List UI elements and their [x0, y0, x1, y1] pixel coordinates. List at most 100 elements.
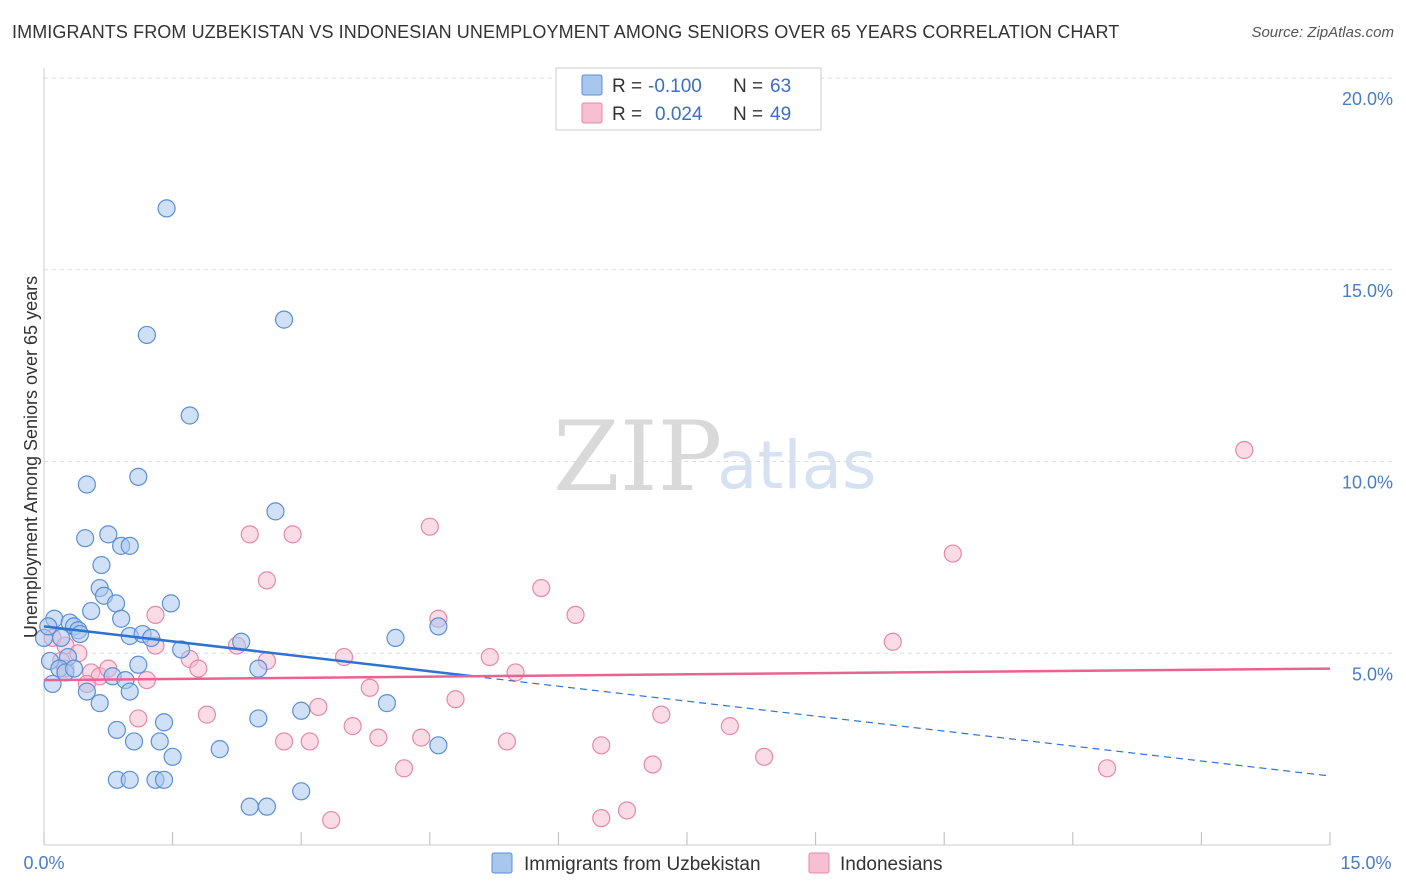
point-indonesian-4 [943, 544, 962, 563]
point-uzbekistan-8 [99, 525, 118, 544]
point-uzbekistan-25 [70, 624, 90, 644]
axes [43, 68, 1331, 846]
point-uzbekistan-30 [172, 640, 191, 659]
x-tick-label-max: 15.0% [1340, 853, 1391, 873]
point-uzbekistan-44 [90, 694, 109, 713]
point-uzbekistan-24 [52, 628, 71, 648]
point-indonesian-43 [755, 747, 774, 766]
point-uzbekistan-43 [77, 682, 96, 701]
legend-n-label-uzbekistan: N = [733, 76, 763, 97]
point-uzbekistan-42 [43, 674, 62, 694]
legend-n-value-indonesians: 49 [770, 104, 791, 125]
point-indonesian-48 [592, 809, 611, 828]
point-indonesian-49 [322, 810, 341, 830]
point-indonesian-42 [592, 736, 611, 755]
point-uzbekistan-49 [154, 713, 174, 732]
watermark-atlas: atlas [717, 427, 877, 504]
chart-source: Source: ZipAtlas.com [1251, 24, 1394, 41]
point-indonesian-28 [189, 659, 208, 678]
point-indonesian-29 [360, 678, 379, 697]
legend-r-value-indonesians: 0.024 [655, 104, 703, 125]
point-indonesian-47 [617, 801, 637, 820]
point-indonesian-30 [446, 690, 465, 709]
trend-lines [43, 625, 1331, 777]
point-uzbekistan-0 [157, 199, 176, 218]
point-uzbekistan-52 [150, 732, 169, 751]
legend-r-label-indonesians: R = [612, 104, 642, 125]
series-legend: Immigrants from Uzbekistan Indonesians [491, 852, 942, 875]
point-indonesian-35 [652, 705, 671, 724]
point-uzbekistan-54 [210, 740, 229, 759]
legend-swatch-indonesians [581, 102, 603, 124]
point-indonesian-1 [420, 517, 439, 536]
point-uzbekistan-7 [76, 529, 95, 548]
trend-line-uzbekistan-extension [472, 675, 1331, 777]
legend-n-value-uzbekistan: 63 [770, 76, 791, 97]
watermark-zip: ZIP [553, 401, 722, 513]
point-indonesian-41 [497, 732, 517, 751]
legend-r-value-uzbekistan: -0.100 [648, 76, 702, 97]
point-uzbekistan-60 [292, 782, 311, 801]
point-uzbekistan-41 [249, 659, 268, 678]
point-uzbekistan-10 [120, 536, 139, 555]
point-uzbekistan-22 [82, 601, 101, 621]
point-indonesian-39 [274, 732, 294, 751]
point-indonesian-23 [480, 647, 499, 667]
point-uzbekistan-11 [92, 555, 111, 575]
point-uzbekistan-5 [129, 467, 148, 486]
point-uzbekistan-48 [107, 720, 126, 740]
point-indonesian-10 [883, 632, 902, 651]
point-uzbekistan-50 [249, 709, 268, 728]
point-indonesian-7 [566, 605, 585, 625]
y-tick-label-10: 10.0% [1342, 473, 1393, 493]
point-uzbekistan-59 [154, 770, 174, 789]
point-uzbekistan-1 [137, 325, 156, 345]
y-tick-labels: 5.0% 10.0% 15.0% 20.0% [1342, 89, 1393, 684]
point-indonesian-0 [1235, 440, 1254, 460]
bottom-legend-swatch-uzbekistan [491, 852, 513, 874]
point-indonesian-38 [412, 728, 431, 747]
bottom-legend-swatch-indonesians [808, 852, 830, 874]
point-uzbekistan-4 [77, 475, 96, 494]
correlation-legend: R = -0.100 N = 63 R = 0.024 N = 49 [555, 67, 822, 131]
point-indonesian-40 [300, 732, 319, 751]
y-axis-label: Unemployment Among Seniors over 65 years [21, 276, 41, 638]
point-indonesian-36 [720, 717, 739, 736]
y-tick-label-15: 15.0% [1342, 281, 1393, 301]
legend-swatch-uzbekistan [581, 74, 603, 96]
point-uzbekistan-2 [274, 310, 294, 329]
point-indonesian-3 [283, 525, 302, 544]
point-uzbekistan-45 [120, 682, 139, 701]
point-uzbekistan-37 [64, 659, 84, 678]
point-indonesian-9 [146, 605, 165, 625]
gridlines [44, 77, 1392, 654]
point-indonesian-46 [1097, 759, 1117, 778]
point-uzbekistan-51 [124, 732, 144, 751]
point-uzbekistan-57 [120, 770, 139, 789]
data-points [34, 199, 1254, 830]
point-uzbekistan-6 [266, 502, 285, 521]
point-indonesian-44 [643, 755, 662, 774]
point-indonesian-34 [343, 717, 362, 736]
point-uzbekistan-23 [112, 609, 131, 628]
point-uzbekistan-53 [163, 747, 182, 766]
point-indonesian-37 [369, 728, 388, 747]
point-uzbekistan-47 [377, 694, 397, 713]
x-tick-label-min: 0.0% [23, 853, 64, 873]
point-indonesian-45 [394, 759, 414, 778]
legend-n-label-indonesians: N = [733, 104, 763, 125]
point-uzbekistan-31 [386, 628, 405, 648]
chart-title: IMMIGRANTS FROM UZBEKISTAN VS INDONESIAN… [12, 22, 1120, 42]
trend-line-uzbekistan [43, 625, 473, 678]
legend-r-label-uzbekistan: R = [612, 76, 642, 97]
point-indonesian-2 [240, 525, 259, 544]
point-indonesian-32 [197, 705, 216, 724]
trend-line-indonesians [43, 667, 1331, 682]
point-uzbekistan-3 [180, 406, 199, 425]
point-uzbekistan-61 [240, 797, 259, 816]
point-uzbekistan-62 [257, 797, 277, 816]
point-indonesian-24 [506, 663, 525, 682]
point-uzbekistan-32 [429, 617, 448, 636]
point-indonesian-33 [309, 697, 328, 717]
